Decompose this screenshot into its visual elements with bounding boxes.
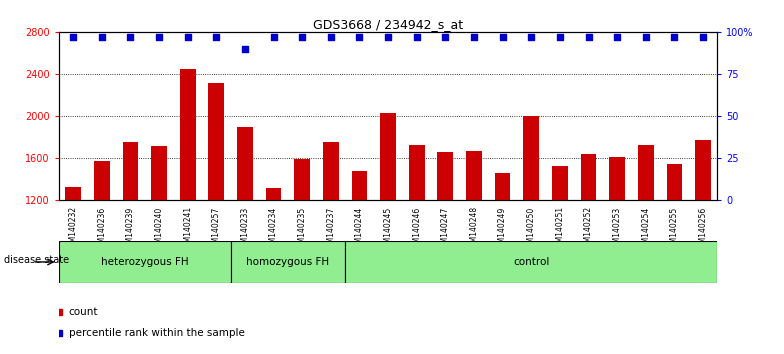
Bar bbox=[609, 157, 625, 200]
Point bbox=[583, 34, 595, 40]
Bar bbox=[94, 161, 110, 200]
Bar bbox=[230, 241, 345, 283]
Bar bbox=[122, 142, 138, 200]
Bar bbox=[180, 69, 195, 200]
Point bbox=[640, 34, 652, 40]
Bar bbox=[437, 152, 453, 200]
Bar bbox=[380, 113, 396, 200]
Bar bbox=[495, 173, 510, 200]
Text: count: count bbox=[68, 307, 98, 316]
Point bbox=[238, 46, 251, 52]
Bar bbox=[294, 159, 310, 200]
Point bbox=[439, 34, 452, 40]
Text: percentile rank within the sample: percentile rank within the sample bbox=[68, 328, 245, 338]
Bar bbox=[552, 166, 568, 200]
Point bbox=[124, 34, 136, 40]
Point bbox=[554, 34, 566, 40]
Bar bbox=[581, 154, 597, 200]
Point bbox=[67, 34, 79, 40]
Bar bbox=[323, 142, 339, 200]
Point bbox=[267, 34, 280, 40]
Bar bbox=[266, 188, 281, 200]
Point bbox=[697, 34, 710, 40]
Bar bbox=[151, 147, 167, 200]
Text: control: control bbox=[513, 257, 550, 267]
Point bbox=[210, 34, 223, 40]
Point bbox=[181, 34, 194, 40]
Point bbox=[525, 34, 538, 40]
Point bbox=[411, 34, 423, 40]
Bar bbox=[466, 150, 482, 200]
Point bbox=[496, 34, 509, 40]
Bar bbox=[695, 140, 711, 200]
Point bbox=[96, 34, 108, 40]
Point bbox=[353, 34, 365, 40]
Point bbox=[611, 34, 623, 40]
Bar bbox=[351, 171, 368, 200]
Bar bbox=[209, 83, 224, 200]
Text: homozygous FH: homozygous FH bbox=[246, 257, 329, 267]
Point bbox=[325, 34, 337, 40]
Bar bbox=[65, 187, 81, 200]
Text: heterozygous FH: heterozygous FH bbox=[101, 257, 188, 267]
Bar bbox=[666, 164, 682, 200]
Point bbox=[296, 34, 308, 40]
Bar bbox=[237, 127, 252, 200]
Bar bbox=[345, 241, 717, 283]
Bar bbox=[408, 145, 425, 200]
Bar bbox=[524, 116, 539, 200]
Point bbox=[668, 34, 681, 40]
Bar bbox=[59, 241, 230, 283]
Point bbox=[153, 34, 165, 40]
Point bbox=[468, 34, 481, 40]
Point bbox=[382, 34, 394, 40]
Bar bbox=[638, 145, 654, 200]
Text: disease state: disease state bbox=[4, 255, 69, 265]
Title: GDS3668 / 234942_s_at: GDS3668 / 234942_s_at bbox=[313, 18, 463, 31]
